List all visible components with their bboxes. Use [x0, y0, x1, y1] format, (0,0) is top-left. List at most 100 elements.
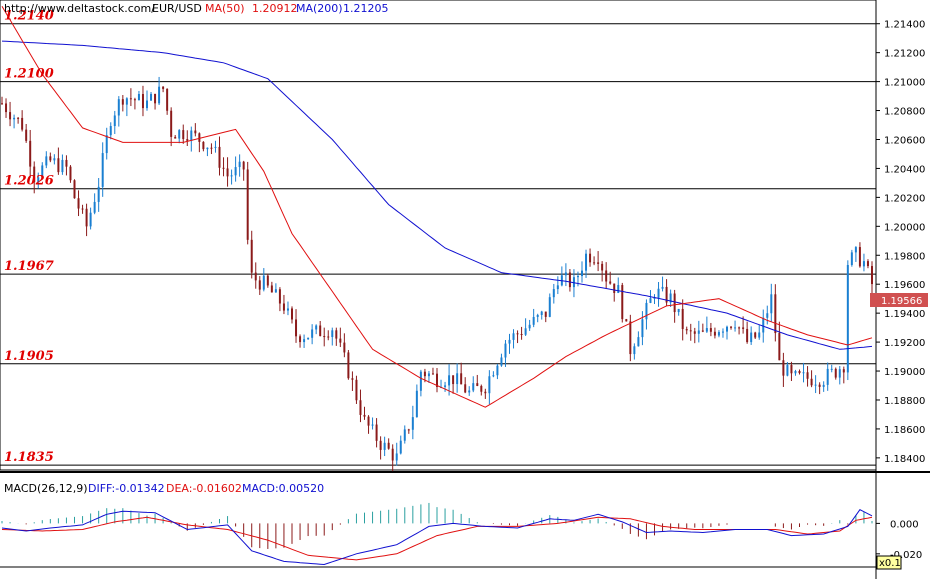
candle-body: [709, 328, 712, 332]
candle-body: [41, 165, 44, 178]
candle-body: [202, 141, 205, 150]
candle-body: [645, 302, 648, 320]
price-tick-label: 1.20200: [884, 193, 925, 204]
candle-body: [633, 346, 636, 355]
candle-body: [476, 383, 479, 386]
candle-body: [307, 337, 310, 340]
candle-body: [593, 262, 596, 264]
candle-body: [758, 332, 761, 338]
candle-body: [359, 400, 362, 415]
candle-body: [190, 130, 193, 141]
level-label: 1.1967: [4, 259, 54, 274]
candle-body: [814, 384, 817, 386]
candle-body: [93, 201, 96, 213]
candle-body: [125, 98, 128, 105]
candle-body: [625, 319, 628, 322]
candle-body: [174, 136, 177, 139]
candle-body: [742, 327, 745, 329]
candle-body: [89, 212, 92, 227]
candle-body: [266, 275, 269, 286]
candle-body: [464, 384, 467, 393]
candle-body: [323, 336, 326, 338]
level-label: 1.2100: [4, 67, 54, 82]
ma50-line: [1, 6, 873, 408]
candle-body: [57, 158, 60, 173]
candle-body: [210, 147, 213, 149]
candle-body: [528, 324, 531, 329]
level-label: 1.2026: [4, 174, 54, 189]
level-label: 1.2140: [4, 9, 54, 24]
candle-body: [657, 288, 660, 298]
candle-body: [601, 263, 604, 271]
candle-body: [818, 384, 821, 387]
candle-body: [371, 424, 374, 426]
candle-body: [158, 86, 161, 104]
candle-body: [61, 159, 64, 173]
macd-tick-label: -0.020: [890, 550, 922, 561]
candle-body: [705, 328, 708, 332]
candle-body: [548, 297, 551, 317]
candle-body: [822, 384, 825, 387]
candle-body: [677, 308, 680, 313]
candle-body: [226, 168, 229, 177]
candle-body: [556, 285, 559, 290]
candle-body: [129, 98, 132, 100]
scale-box[interactable]: [876, 555, 902, 570]
candle-body: [444, 385, 447, 387]
candle-body: [512, 333, 515, 340]
candle-body: [798, 370, 801, 374]
candle-body: [375, 424, 378, 441]
level-label: 1.1905: [4, 349, 54, 364]
candle-body: [242, 161, 245, 170]
ma200-value: 1.21205: [343, 2, 389, 15]
candle-body: [669, 293, 672, 303]
candle-body: [524, 328, 527, 335]
candle-body: [681, 308, 684, 330]
candle-body: [436, 373, 438, 387]
candle-body: [726, 326, 728, 332]
candle-body: [452, 375, 455, 385]
macd-histogram: [1, 502, 873, 549]
candle-body: [299, 336, 302, 343]
candle-body: [387, 442, 390, 449]
candle-body: [154, 93, 157, 104]
candle-body: [862, 261, 865, 267]
candle-body: [572, 277, 575, 288]
candle-body: [311, 329, 314, 338]
candle-body: [629, 321, 632, 355]
ma50-value: 1.20912: [252, 2, 298, 15]
candle-body: [806, 372, 809, 379]
candle-body: [621, 285, 624, 320]
candle-body: [194, 130, 197, 134]
candle-body: [391, 448, 394, 461]
candle-body: [597, 262, 600, 264]
candle-body: [810, 378, 813, 386]
candle-body: [871, 266, 873, 285]
candle-body: [536, 314, 539, 317]
macd-diff: DIFF:-0.01342: [88, 482, 165, 495]
candle-body: [113, 115, 116, 127]
candle-body: [45, 156, 48, 166]
candle-body: [568, 272, 571, 288]
candle-body: [697, 330, 700, 334]
candle-body: [178, 130, 181, 139]
candle-body: [762, 317, 765, 333]
last-price-tag: [870, 293, 928, 307]
candle-body: [65, 159, 68, 167]
candle-body: [69, 166, 72, 181]
candle-body: [9, 112, 12, 120]
candle-body: [363, 414, 366, 417]
candle-body: [701, 330, 704, 332]
candle-body: [105, 135, 108, 154]
candle-body: [431, 373, 434, 375]
candle-body: [802, 372, 805, 374]
price-tick-label: 1.19000: [884, 367, 925, 378]
candle-body: [117, 99, 120, 116]
candle-body: [21, 117, 24, 130]
candle-body: [460, 373, 463, 385]
candle-body: [846, 264, 849, 373]
candle-body: [665, 286, 668, 303]
candlesticks: [1, 76, 873, 472]
candle-body: [738, 327, 741, 329]
